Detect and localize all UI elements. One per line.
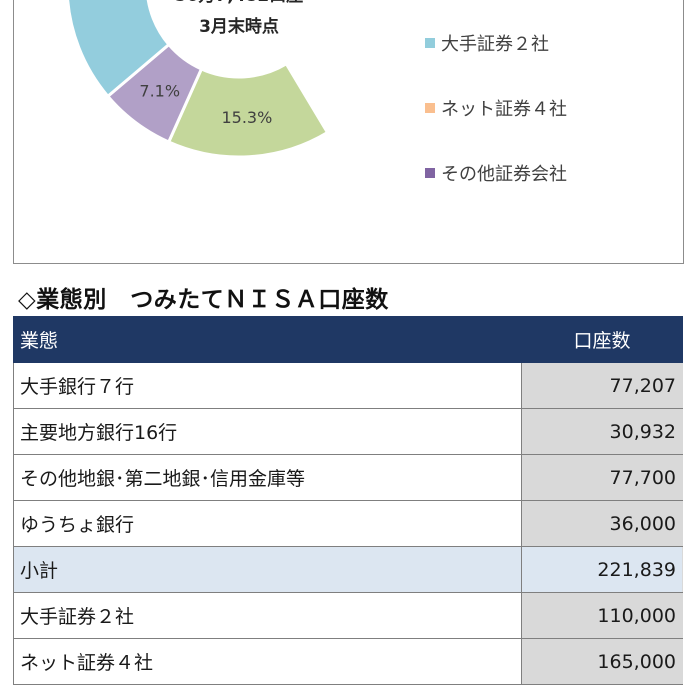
slice-label: 7.1%: [139, 82, 180, 101]
section-title: ◇業態別 つみたてＮＩＳＡ口座数: [18, 287, 389, 313]
row-count: 77,700: [521, 454, 683, 501]
center-label: 56万7,482口座: [175, 0, 303, 6]
legend-swatch: [425, 168, 435, 178]
legend-label: ネット証券４社: [441, 99, 567, 120]
table-row: 小計 221,839: [13, 546, 683, 593]
donut-chart: 15.3%7.1%21.7%56万7,482口座3月末時点: [66, 0, 412, 159]
row-category: 大手銀行７行: [13, 362, 522, 409]
legend-item: その他証券会社: [425, 161, 567, 185]
row-count: 221,839: [521, 546, 683, 593]
center-label: 3月末時点: [199, 16, 279, 37]
header-count: 口座数: [521, 316, 683, 363]
legend-swatch: [425, 103, 435, 113]
row-count: 77,207: [521, 362, 683, 409]
legend-swatch: [425, 38, 435, 48]
table-row: 大手銀行７行 77,207: [13, 362, 683, 409]
row-category: 小計: [13, 546, 522, 593]
chart-legend: 大手証券２社 ネット証券４社 その他証券会社: [425, 31, 567, 226]
row-count: 110,000: [521, 592, 683, 639]
row-count: 36,000: [521, 500, 683, 547]
row-category: 大手証券２社: [13, 592, 522, 639]
row-count: 30,932: [521, 408, 683, 455]
legend-item: ネット証券４社: [425, 96, 567, 120]
row-category: ネット証券４社: [13, 638, 522, 685]
donut-slice: [284, 0, 412, 135]
donut-slice: [66, 0, 171, 99]
slice-label: 15.3%: [221, 108, 272, 127]
table-row: その他地銀･第二地銀･信用金庫等 77,700: [13, 454, 683, 501]
row-count: 165,000: [521, 638, 683, 685]
table-row: ゆうちょ銀行 36,000: [13, 500, 683, 547]
account-table: 業態 口座数 大手銀行７行 77,207 主要地方銀行16行 30,932 その他地銀･…: [13, 316, 683, 685]
header-category: 業態: [13, 316, 522, 363]
legend-item: 大手証券２社: [425, 31, 567, 55]
row-category: ゆうちょ銀行: [13, 500, 522, 547]
chart-panel: 15.3%7.1%21.7%56万7,482口座3月末時点 大手証券２社ネット証…: [13, 0, 684, 264]
table-header-row: 業態 口座数: [13, 316, 683, 363]
table-row: 大手証券２社 110,000: [13, 592, 683, 639]
legend-label: その他証券会社: [441, 164, 567, 185]
legend-label: 大手証券２社: [441, 34, 549, 55]
row-category: その他地銀･第二地銀･信用金庫等: [13, 454, 522, 501]
row-category: 主要地方銀行16行: [13, 408, 522, 455]
table-row: ネット証券４社 165,000: [13, 638, 683, 685]
table-row: 主要地方銀行16行 30,932: [13, 408, 683, 455]
